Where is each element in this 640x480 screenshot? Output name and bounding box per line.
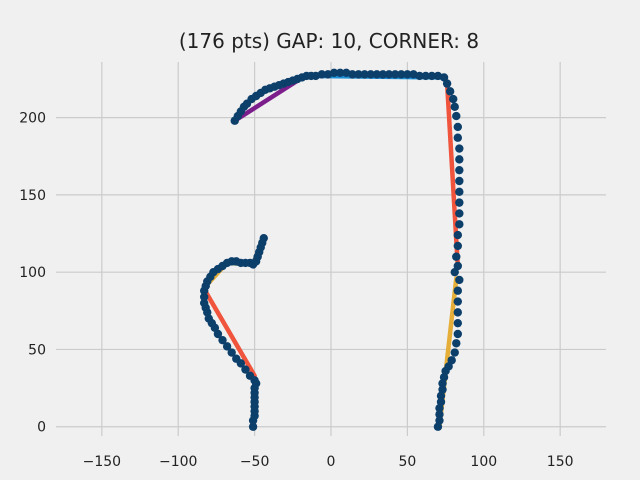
data-point xyxy=(455,275,464,285)
data-point xyxy=(455,144,464,153)
data-point xyxy=(455,198,464,207)
data-point xyxy=(450,267,459,277)
data-point xyxy=(435,403,444,413)
data-point xyxy=(453,241,463,251)
fitted-segment xyxy=(201,286,257,378)
data-point xyxy=(453,230,463,240)
data-point xyxy=(317,70,327,79)
data-point xyxy=(455,187,464,197)
data-point xyxy=(436,391,446,401)
y-tick-label: 100 xyxy=(19,265,46,281)
data-point xyxy=(450,348,459,357)
data-point xyxy=(453,286,463,295)
data-point xyxy=(453,329,463,339)
data-point xyxy=(442,79,452,88)
data-point xyxy=(427,71,437,81)
data-point xyxy=(227,348,236,357)
chart-title: (176 pts) GAP: 10, CORNER: 8 xyxy=(179,29,479,53)
x-tick-label: 150 xyxy=(547,454,574,470)
x-tick-labels: −150 −100 −50 0 50 100 150 xyxy=(83,454,574,470)
y-tick-label: 150 xyxy=(19,188,46,204)
data-point xyxy=(452,111,461,121)
x-tick-label: −150 xyxy=(83,454,121,470)
grid xyxy=(56,62,606,436)
data-point xyxy=(348,70,357,79)
data-point xyxy=(384,70,394,79)
x-tick-label: 100 xyxy=(470,454,497,470)
data-point xyxy=(354,70,363,79)
data-point xyxy=(453,318,463,328)
data-point xyxy=(453,122,463,132)
data-point xyxy=(360,70,369,79)
data-point xyxy=(453,308,463,317)
x-tick-label: −50 xyxy=(240,454,270,470)
y-tick-labels: 0 50 100 150 200 xyxy=(19,111,46,436)
data-point xyxy=(329,68,339,78)
data-point xyxy=(199,292,209,302)
data-point xyxy=(218,335,227,345)
data-point xyxy=(435,410,444,419)
y-tick-label: 0 xyxy=(37,420,46,436)
data-point xyxy=(455,165,464,175)
data-point xyxy=(421,71,430,81)
data-point xyxy=(455,209,464,218)
data-point xyxy=(433,422,443,431)
data-point xyxy=(397,70,406,79)
data-point xyxy=(232,354,241,363)
data-point xyxy=(366,70,375,79)
x-tick-label: −100 xyxy=(159,454,197,470)
data-point xyxy=(199,298,209,308)
data-point xyxy=(403,70,412,79)
data-point xyxy=(455,155,464,164)
data-point xyxy=(453,133,463,142)
data-point xyxy=(455,176,464,186)
data-point xyxy=(453,297,463,306)
data-point xyxy=(450,102,459,112)
data-point xyxy=(372,70,382,79)
data-point xyxy=(335,68,345,78)
data-point xyxy=(222,342,232,351)
data-point xyxy=(415,71,424,81)
data-point xyxy=(378,70,388,79)
points xyxy=(199,68,464,431)
data-point xyxy=(445,87,455,96)
y-tick-label: 200 xyxy=(19,111,46,127)
data-point xyxy=(452,252,461,261)
data-point xyxy=(241,365,250,374)
x-tick-label: 50 xyxy=(398,454,416,470)
x-tick-label: 0 xyxy=(327,454,336,470)
data-point xyxy=(259,233,268,243)
data-point xyxy=(452,339,461,348)
y-tick-label: 50 xyxy=(28,342,46,358)
data-point xyxy=(449,94,458,104)
data-point xyxy=(455,220,464,229)
data-point xyxy=(245,371,255,380)
data-point xyxy=(390,70,400,79)
data-point xyxy=(438,379,447,388)
data-point xyxy=(248,422,258,431)
